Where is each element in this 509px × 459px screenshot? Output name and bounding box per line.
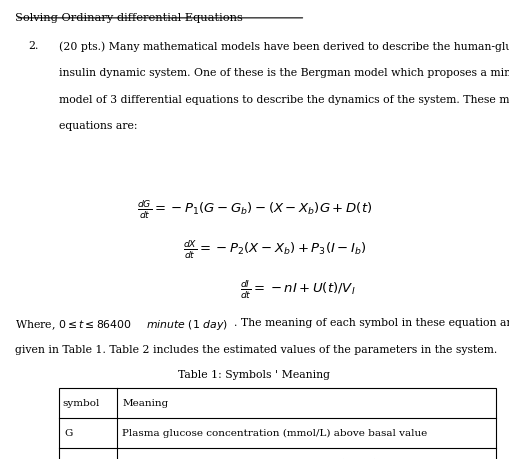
Text: X: X <box>65 458 72 459</box>
Text: $\mathit{minute\ (1\ day)}$: $\mathit{minute\ (1\ day)}$ <box>146 318 228 331</box>
Bar <box>59 388 496 459</box>
Text: G: G <box>65 428 73 437</box>
Text: Table 1: Symbols ' Meaning: Table 1: Symbols ' Meaning <box>179 369 330 380</box>
Text: Plasma glucose concentration (mmol/L) above basal value: Plasma glucose concentration (mmol/L) ab… <box>122 428 428 437</box>
Text: 2.: 2. <box>28 41 38 51</box>
Text: model of 3 differential equations to describe the dynamics of the system. These : model of 3 differential equations to des… <box>59 95 509 105</box>
Text: symbol: symbol <box>63 398 100 407</box>
Text: $\frac{dG}{dt} = -P_1(G - G_b) - (X - X_b)G + D(t)$: $\frac{dG}{dt} = -P_1(G - G_b) - (X - X_… <box>137 199 372 221</box>
Text: Meaning: Meaning <box>122 398 168 407</box>
Text: $\frac{dI}{dt} = -nI + U(t)/V_I$: $\frac{dI}{dt} = -nI + U(t)/V_I$ <box>240 279 355 301</box>
Text: equations are:: equations are: <box>59 121 137 131</box>
Text: Where, $0 \leq t \leq 86400$: Where, $0 \leq t \leq 86400$ <box>15 318 133 331</box>
Text: insulin dynamic system. One of these is the Bergman model which proposes a minim: insulin dynamic system. One of these is … <box>59 68 509 78</box>
Text: . The meaning of each symbol in these equation are: . The meaning of each symbol in these eq… <box>234 318 509 328</box>
Text: given in Table 1. Table 2 includes the estimated values of the parameters in the: given in Table 1. Table 2 includes the e… <box>15 344 497 354</box>
Text: $\frac{dX}{dt} = -P_2(X - X_b) + P_3(I - I_b)$: $\frac{dX}{dt} = -P_2(X - X_b) + P_3(I -… <box>183 239 366 261</box>
Text: Solving Ordinary differential Equations: Solving Ordinary differential Equations <box>15 13 243 23</box>
Text: proportional to I in remote compartment (mU/L): proportional to I in remote compartment … <box>122 458 378 459</box>
Text: (20 pts.) Many mathematical models have been derived to describe the human-gluco: (20 pts.) Many mathematical models have … <box>59 41 509 52</box>
